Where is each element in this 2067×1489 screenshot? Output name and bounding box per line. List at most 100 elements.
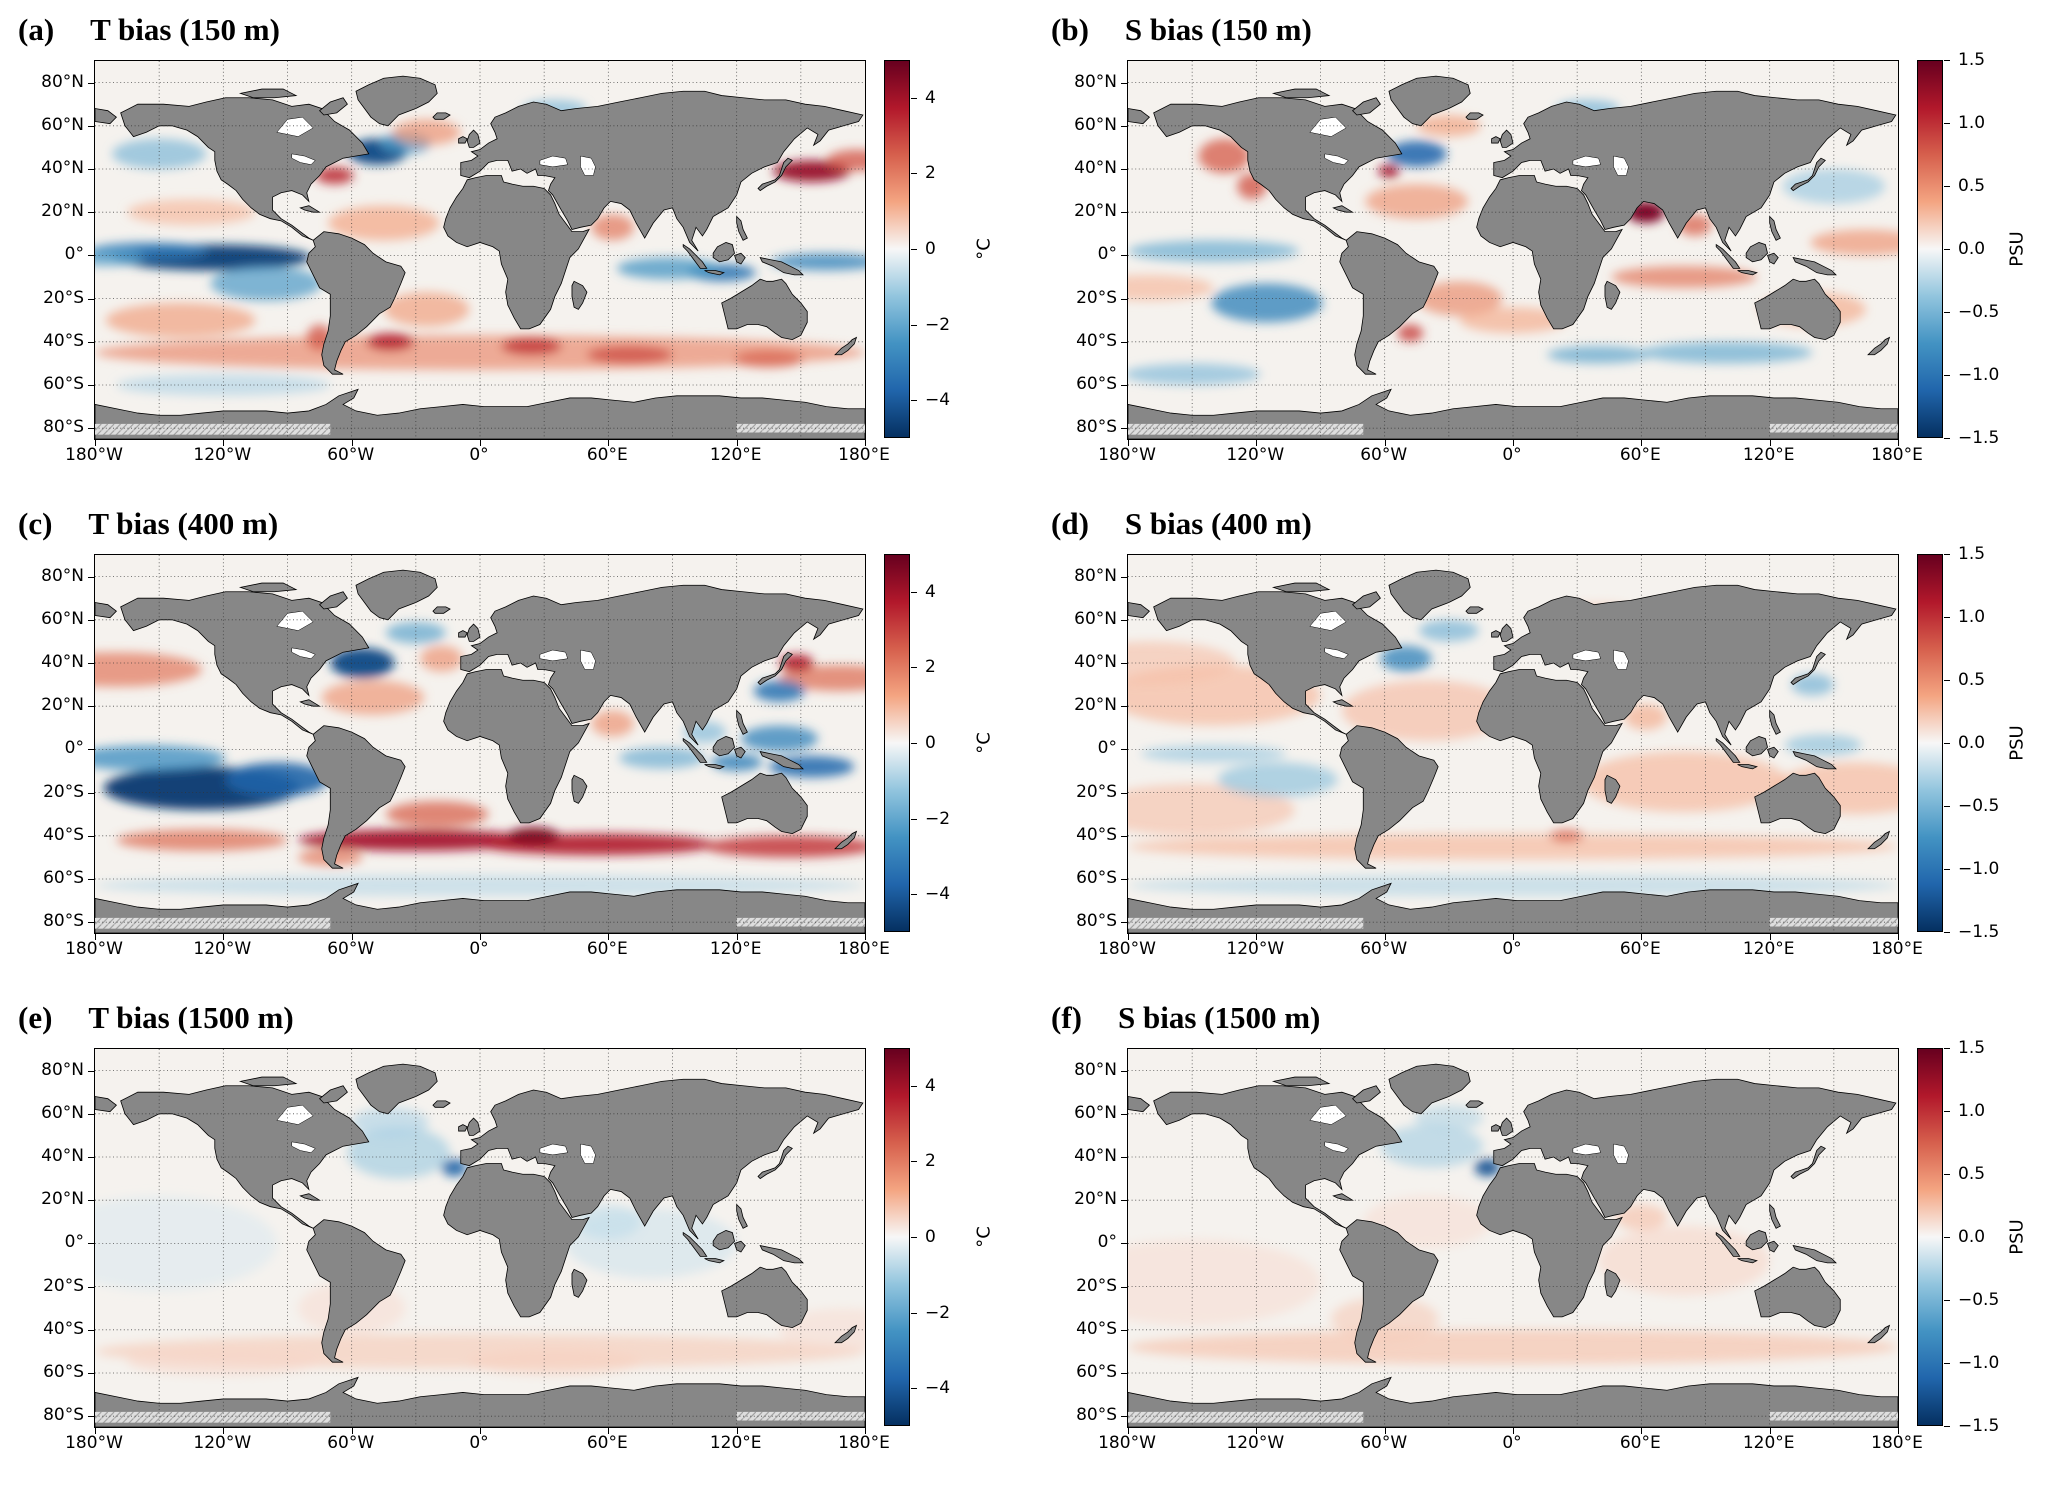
- colorbar-tick-label: 1.5: [1958, 1038, 1986, 1058]
- lon-tick-mark: [1513, 933, 1514, 940]
- lat-tick-label: 0°: [64, 738, 84, 759]
- lat-tick-label: 60°S: [1076, 374, 1117, 394]
- panel-c-title-row: (c) T bias (400 m): [18, 506, 1033, 542]
- lon-tick-label: 180°W: [65, 939, 123, 959]
- lat-tick-label: 0°: [64, 1232, 84, 1253]
- bias-field: [1128, 99, 1898, 385]
- lon-tick-label: 180°E: [838, 1433, 890, 1453]
- lat-tick-mark: [1121, 428, 1128, 430]
- lon-tick-mark: [1769, 439, 1771, 446]
- colorbar-tick-mark: [1944, 617, 1950, 618]
- lat-tick-label: 60°N: [1074, 1102, 1117, 1123]
- lat-tick-label: 20°N: [41, 1189, 84, 1210]
- lon-tick-label: 0°: [469, 939, 489, 959]
- panel-letter: (e): [18, 1000, 53, 1035]
- lon-tick-label: 180°E: [838, 445, 890, 465]
- lon-tick-mark: [1256, 439, 1258, 446]
- lon-tick-label: 60°W: [1360, 445, 1408, 465]
- lat-tick-mark: [1121, 341, 1128, 343]
- colorbar-tick-label: 0: [925, 239, 936, 259]
- continents: [95, 76, 865, 439]
- colorbar-tick-mark: [1944, 1173, 1950, 1175]
- lon-tick-mark: [223, 933, 225, 940]
- lon-axis-labels: 180°W 120°W 60°W 0° 60°E 120°E 180°E: [1098, 939, 1923, 965]
- colorbar-unit-label: PSU: [2006, 1219, 2028, 1255]
- plot-area: 80°N 60°N 40°N 20°N 0° 20°S 40°S 60°S 80°S 4 2 0 −2…: [16, 554, 1033, 940]
- map-frame: [88, 554, 866, 940]
- colorbar-tick-label: −1.0: [1958, 1352, 2000, 1373]
- lat-tick-mark: [1121, 619, 1128, 621]
- colorbar-tick-mark: [1944, 312, 1950, 313]
- lon-axis-labels: 180°W 120°W 60°W 0° 60°E 120°E 180°E: [65, 445, 890, 471]
- panel-title-text: S bias (400 m): [1124, 506, 1312, 541]
- lat-tick-mark: [88, 341, 95, 343]
- panel-title-text: S bias (1500 m): [1117, 1000, 1321, 1035]
- lat-tick-mark: [1121, 1200, 1128, 1202]
- ice-shelf-hatch: [1128, 1411, 1364, 1423]
- bias-map: [1128, 61, 1898, 439]
- lon-tick-mark: [1769, 1427, 1771, 1434]
- lat-tick-label: 80°S: [1076, 1405, 1117, 1426]
- lat-tick-mark: [88, 619, 95, 621]
- lon-tick-label: 60°E: [1619, 1433, 1661, 1453]
- lon-tick-label: 120°E: [709, 1433, 762, 1453]
- panel-a: (a) T bias (150 m) 80°N 60°N 40°N 20°N 0° 20°…: [0, 2, 1033, 496]
- lon-tick-label: 180°E: [1871, 445, 1923, 465]
- colorbar-tick-label: −0.5: [1958, 302, 2000, 322]
- lat-tick-mark: [88, 255, 95, 257]
- colorbar-tick-mark: [1944, 743, 1950, 744]
- lat-tick-label: 80°S: [1076, 911, 1117, 932]
- lon-tick-mark: [608, 1427, 610, 1434]
- colorbar-tick-mark: [911, 1161, 917, 1163]
- lat-tick-mark: [88, 1113, 95, 1115]
- no-data-seas: [277, 1105, 596, 1163]
- colorbar-tick-label: −0.5: [1958, 1290, 2000, 1310]
- lat-tick-label: 60°N: [41, 114, 84, 135]
- colorbar-gradient: [884, 554, 910, 932]
- lat-tick-label: 20°N: [1074, 201, 1117, 222]
- colorbar-gradient: [884, 60, 910, 438]
- lon-tick-mark: [1898, 1427, 1899, 1434]
- plot-area: 80°N 60°N 40°N 20°N 0° 20°S 40°S 60°S 80°S 1.5 1.…: [1049, 50, 2066, 448]
- lat-tick-label: 20°N: [1074, 1189, 1117, 1210]
- lon-tick-label: 180°E: [838, 939, 890, 959]
- lon-tick-mark: [1641, 1427, 1643, 1434]
- lon-axis-labels: 180°W 120°W 60°W 0° 60°E 120°E 180°E: [65, 1433, 890, 1459]
- lon-tick-mark: [1384, 933, 1386, 940]
- lat-axis-labels: 80°N 60°N 40°N 20°N 0° 20°S 40°S 60°S 80°S: [1049, 554, 1127, 932]
- lat-tick-label: 80°S: [43, 1405, 84, 1426]
- lon-tick-mark: [223, 1427, 225, 1434]
- lon-tick-mark: [1384, 1427, 1386, 1434]
- colorbar-gradient: [1917, 60, 1943, 438]
- lat-tick-label: 20°N: [1074, 695, 1117, 716]
- lon-tick-mark: [95, 439, 96, 446]
- lat-tick-mark: [1121, 385, 1128, 386]
- panel-d: (d) S bias (400 m) 80°N 60°N 40°N 20°N 0° 20°…: [1033, 496, 2066, 990]
- lon-tick-label: 120°W: [193, 1433, 252, 1453]
- colorbar-unit-label: PSU: [2006, 231, 2028, 267]
- colorbar-unit-label: PSU: [2006, 725, 2028, 761]
- lat-tick-mark: [88, 663, 95, 664]
- panel-e: (e) T bias (1500 m) 80°N 60°N 40°N 20°N 0° 20…: [0, 990, 1033, 1484]
- lon-tick-label: 60°E: [1619, 445, 1661, 465]
- lon-tick-label: 180°W: [65, 445, 123, 465]
- colorbar-tick-label: 2: [925, 163, 936, 184]
- colorbar-tick-label: 4: [925, 581, 936, 602]
- lat-tick-label: 80°N: [1074, 1059, 1117, 1080]
- panel-letter: (b): [1051, 12, 1089, 47]
- colorbar-tick-label: −1.5: [1958, 1416, 2000, 1436]
- lat-tick-label: 20°S: [43, 781, 84, 802]
- colorbar-tick-mark: [911, 1085, 917, 1087]
- colorbar-tick-mark: [1944, 1362, 1950, 1364]
- panel-letter: (c): [18, 506, 53, 541]
- colorbar-tick-label: 0.5: [1958, 1163, 1986, 1184]
- colorbar-tick-mark: [1944, 868, 1950, 870]
- lat-tick-label: 40°S: [1076, 824, 1117, 845]
- lat-tick-label: 40°N: [1074, 652, 1117, 672]
- lon-tick-label: 120°E: [1742, 445, 1795, 465]
- ice-shelf-hatch: [1128, 917, 1364, 929]
- lat-tick-mark: [88, 212, 95, 214]
- lat-axis-labels: 80°N 60°N 40°N 20°N 0° 20°S 40°S 60°S 80°S: [1049, 1048, 1127, 1426]
- lon-tick-label: 180°E: [1871, 1433, 1923, 1453]
